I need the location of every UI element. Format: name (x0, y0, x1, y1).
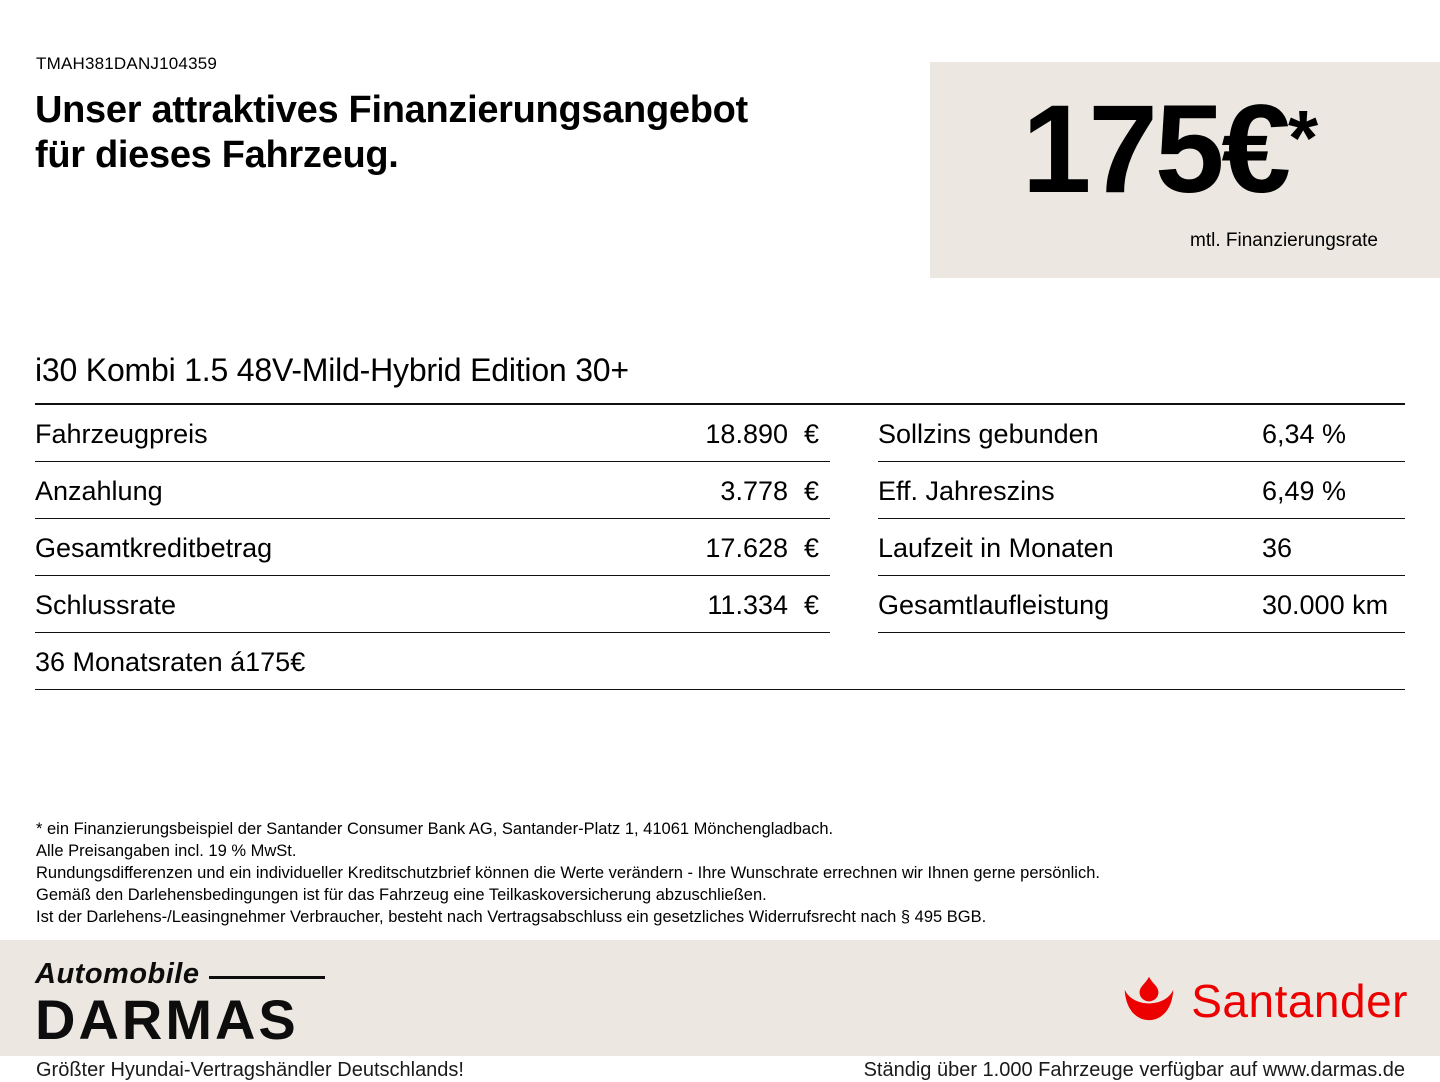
page-title-line2: für dieses Fahrzeug. (35, 134, 399, 176)
table-row-schlussrate: Schlussrate 11.334 € (35, 576, 830, 633)
monthly-rate-panel: 175€* mtl. Finanzierungsrate (930, 62, 1440, 278)
santander-logo: Santander (1121, 974, 1408, 1028)
row-value: 30.000 km (1262, 590, 1389, 620)
vehicle-title: i30 Kombi 1.5 48V-Mild-Hybrid Edition 30… (35, 352, 629, 388)
row-value: 17.628 (705, 533, 788, 563)
table-row-jahreszins: Eff. Jahreszins 6,49 % (878, 462, 1405, 519)
dealer-logo-line (208, 976, 325, 979)
dealer-logo-top-row: Automobile (35, 958, 325, 991)
row-unit: € (804, 476, 820, 506)
row-value: 36 (1262, 533, 1293, 563)
row-value: 175 (245, 647, 291, 677)
table-row-laufzeit: Laufzeit in Monaten 36 (878, 519, 1405, 576)
finance-column-right: Sollzins gebunden 6,34 % Eff. Jahreszins… (878, 405, 1405, 633)
row-label: Schlussrate (35, 590, 177, 620)
row-unit: € (290, 647, 306, 677)
table-row-sollzins: Sollzins gebunden 6,34 % (878, 405, 1405, 462)
page-title: Unser attraktives Finanzierungsangebot f… (35, 88, 748, 178)
row-label: 36 Monatsraten á (35, 647, 246, 677)
finance-column-left: Fahrzeugpreis 18.890 € Anzahlung 3.778 €… (35, 405, 830, 633)
row-label: Anzahlung (35, 476, 163, 506)
monthly-rate-value: 175€* (930, 84, 1410, 215)
disclaimer-line: * ein Finanzierungsbeispiel der Santande… (36, 820, 834, 838)
dealer-logo-automobile: Automobile (35, 958, 200, 990)
disclaimer-line: Gemäß den Darlehensbedingungen ist für d… (36, 886, 767, 904)
row-unit: € (804, 590, 820, 620)
row-unit: € (804, 419, 820, 449)
disclaimer-text: * ein Finanzierungsbeispiel der Santande… (36, 818, 1236, 928)
page-title-line1: Unser attraktives Finanzierungsangebot (35, 89, 748, 131)
row-value: 6,49 % (1262, 476, 1347, 506)
dealer-logo-darmas: DARMAS (35, 988, 299, 1051)
table-row-gesamtlaufleistung: Gesamtlaufleistung 30.000 km (878, 576, 1405, 633)
disclaimer-line: Ist der Darlehens-/Leasingnehmer Verbrau… (36, 908, 987, 926)
santander-wordmark: Santander (1191, 975, 1408, 1027)
rate-asterisk: * (1287, 95, 1319, 182)
monthly-rate-label: mtl. Finanzierungsrate (1190, 230, 1378, 251)
table-row-monatsraten: 36 Monatsraten á 175 € (35, 633, 1405, 690)
row-label: Sollzins gebunden (878, 419, 1099, 449)
row-value: 11.334 (707, 590, 788, 620)
dealer-logo: Automobile DARMAS (35, 958, 325, 1049)
row-value: 6,34 % (1262, 419, 1347, 449)
row-label: Fahrzeugpreis (35, 419, 208, 449)
vin-number: TMAH381DANJ104359 (36, 54, 218, 73)
finance-section: i30 Kombi 1.5 48V-Mild-Hybrid Edition 30… (35, 352, 1405, 690)
table-row-fahrzeugpreis: Fahrzeugpreis 18.890 € (35, 405, 830, 462)
tagline-strip: Größter Hyundai-Vertragshändler Deutschl… (0, 1056, 1440, 1081)
row-content: 36 Monatsraten á 175 € (35, 647, 830, 677)
row-label: Gesamtkreditbetrag (35, 533, 273, 563)
row-value: 18.890 (705, 419, 788, 449)
row-label: Eff. Jahreszins (878, 476, 1055, 506)
dealer-tagline: Größter Hyundai-Vertragshändler Deutschl… (36, 1059, 464, 1081)
row-label: Gesamtlaufleistung (878, 590, 1110, 620)
row-label: Laufzeit in Monaten (878, 533, 1114, 563)
table-row-gesamtkreditbetrag: Gesamtkreditbetrag 17.628 € (35, 519, 830, 576)
finance-table: Fahrzeugpreis 18.890 € Anzahlung 3.778 €… (35, 405, 1405, 633)
rate-amount: 175€ (1021, 80, 1291, 219)
website-tagline: Ständig über 1.000 Fahrzeuge verfügbar a… (863, 1059, 1405, 1081)
row-unit: € (804, 533, 820, 563)
santander-flame-icon (1124, 976, 1174, 1021)
title-divider (35, 403, 1405, 405)
table-row-anzahlung: Anzahlung 3.778 € (35, 462, 830, 519)
disclaimer-line: Alle Preisangaben incl. 19 % MwSt. (36, 842, 297, 860)
row-value: 3.778 (720, 476, 788, 506)
footer-band: Automobile DARMAS Santander (0, 940, 1440, 1058)
disclaimer-line: Rundungsdifferenzen und ein individuelle… (36, 864, 1100, 882)
